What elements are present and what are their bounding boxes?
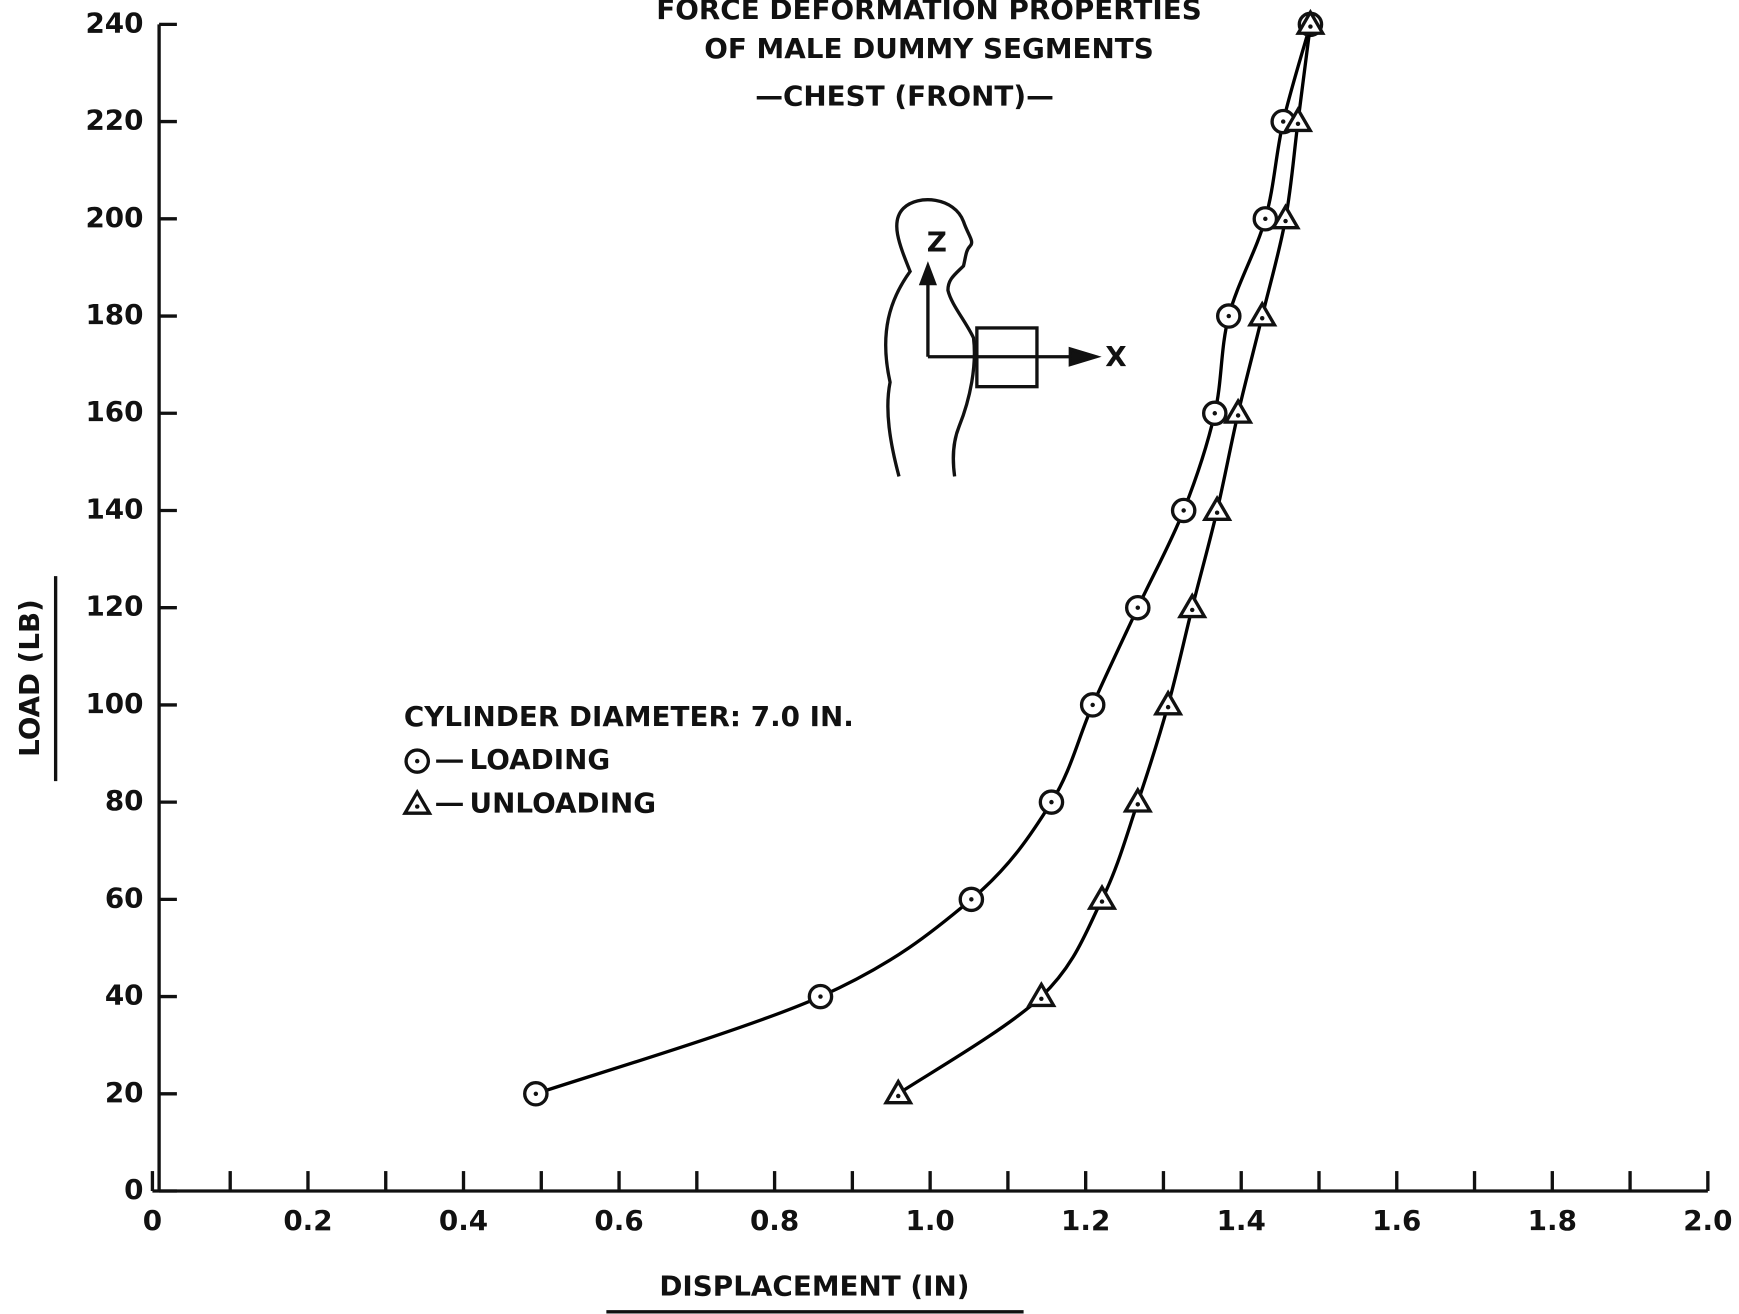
y-tick-label: 80 — [105, 784, 144, 817]
marker-dot — [1214, 510, 1220, 515]
x-tick-label: 0.2 — [283, 1204, 332, 1237]
marker-dot — [1259, 316, 1265, 321]
marker-dot — [415, 758, 420, 764]
y-tick-label: 180 — [85, 298, 143, 331]
y-tick-label: 40 — [105, 979, 144, 1012]
marker-dot — [1235, 413, 1241, 418]
chart-section: —CHEST (FRONT)— — [755, 80, 1054, 113]
marker-dot — [1280, 119, 1286, 124]
marker-dot — [896, 1093, 901, 1099]
data-point — [1282, 106, 1314, 133]
legend-label: UNLOADING — [470, 786, 657, 819]
x-tick-label: 1.8 — [1528, 1204, 1577, 1237]
chart-title: FORCE DEFORMATION PROPERTIES — [656, 0, 1202, 26]
marker-dot — [1226, 313, 1232, 319]
data-point — [883, 1078, 914, 1105]
x-tick-label: 1.6 — [1372, 1204, 1421, 1237]
data-point — [1222, 397, 1254, 424]
data-point — [1152, 689, 1184, 716]
series-line — [897, 24, 1313, 1096]
marker-dot — [1049, 799, 1054, 805]
data-point — [1201, 494, 1233, 522]
x-tick-label: 2.0 — [1683, 1204, 1732, 1237]
data-point — [1122, 786, 1153, 813]
marker-dot — [415, 804, 420, 809]
marker-dot — [818, 994, 823, 999]
y-tick-label: 120 — [85, 590, 143, 623]
data-point — [1177, 592, 1208, 619]
marker-dot — [1090, 702, 1095, 708]
marker-dot — [1165, 704, 1171, 710]
y-axis-label: LOAD (LB) — [13, 599, 46, 757]
series-line — [535, 23, 1313, 1096]
marker-dot — [1263, 216, 1268, 222]
marker-dot — [1135, 802, 1141, 807]
y-tick-label: 100 — [85, 687, 143, 720]
diagram-label: X — [1105, 340, 1126, 373]
diagram-label: Z — [927, 226, 947, 259]
body-diagram — [884, 198, 1102, 477]
x-tick-label: 1.4 — [1217, 1204, 1266, 1237]
x-tick-label: 1.2 — [1061, 1204, 1110, 1237]
x-tick-label: 0 — [143, 1204, 162, 1237]
y-tick-label: 0 — [124, 1173, 143, 1206]
data-point — [1247, 300, 1278, 327]
x-tick-label: 1.0 — [905, 1204, 954, 1237]
marker-dot — [1308, 24, 1313, 29]
marker-dot — [1135, 605, 1141, 610]
y-tick-label: 20 — [105, 1076, 144, 1109]
marker-dot — [1283, 218, 1288, 224]
marker-dot — [1212, 411, 1218, 416]
marker-dot — [1295, 121, 1301, 127]
data-point — [1026, 981, 1057, 1008]
marker-dot — [969, 897, 974, 902]
marker-dot — [1039, 996, 1044, 1002]
y-tick-label: 160 — [85, 395, 143, 428]
x-tick-label: 0.4 — [439, 1204, 488, 1237]
marker-dot — [1181, 508, 1186, 513]
legend-label: LOADING — [470, 743, 611, 776]
legend-symbol — [402, 788, 433, 815]
y-tick-label: 240 — [85, 6, 143, 39]
y-tick-label: 200 — [85, 201, 143, 234]
x-axis-label: DISPLACEMENT (IN) — [659, 1269, 969, 1302]
data-point — [1295, 8, 1326, 35]
y-tick-label: 220 — [85, 104, 143, 137]
marker-dot — [1190, 607, 1195, 613]
marker-dot — [1099, 899, 1105, 904]
annotation: CYLINDER DIAMETER: 7.0 IN. — [404, 700, 854, 733]
data-point — [1270, 203, 1301, 230]
y-tick-label: 60 — [105, 881, 144, 914]
chart-subtitle: OF MALE DUMMY SEGMENTS — [704, 32, 1154, 65]
x-tick-label: 0.6 — [594, 1204, 643, 1237]
data-point — [1086, 883, 1118, 910]
y-tick-label: 140 — [85, 493, 143, 526]
x-tick-label: 0.8 — [750, 1204, 799, 1237]
marker-dot — [533, 1091, 539, 1097]
